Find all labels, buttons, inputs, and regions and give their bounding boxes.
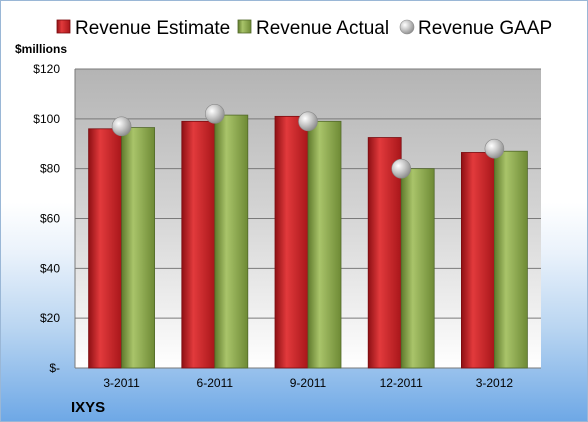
estimate-bar bbox=[88, 128, 122, 369]
bars bbox=[88, 114, 528, 369]
x-tick-label: 3-2012 bbox=[476, 376, 514, 390]
actual-bar bbox=[307, 120, 342, 369]
y-axis-labels: $- $20 $40 $60 $80 $100 $120 bbox=[33, 62, 60, 375]
y-tick-label: $100 bbox=[33, 112, 60, 126]
estimate-bar bbox=[274, 115, 309, 369]
gaap-marker bbox=[484, 138, 505, 159]
legend-label: Revenue Estimate bbox=[75, 18, 230, 39]
y-tick-label: $120 bbox=[33, 62, 60, 76]
legend-swatch bbox=[56, 19, 71, 34]
gaap-marker bbox=[111, 116, 132, 137]
x-axis-labels: 3-2011 6-2011 9-2011 12-2011 3-2012 bbox=[103, 376, 513, 390]
actual-bar bbox=[400, 168, 435, 369]
x-tick-label: 6-2011 bbox=[197, 376, 234, 390]
actual-bar bbox=[493, 150, 528, 369]
actual-bar bbox=[214, 114, 249, 369]
y-tick-label: $40 bbox=[40, 261, 60, 275]
company-name: IXYS bbox=[71, 399, 105, 416]
y-tick-label: $60 bbox=[40, 212, 60, 226]
y-tick-label: $80 bbox=[40, 162, 60, 176]
estimate-bar bbox=[460, 152, 495, 369]
actual-bar bbox=[121, 127, 155, 369]
gaap-marker bbox=[298, 111, 318, 132]
legend-swatch bbox=[399, 19, 415, 35]
x-tick-label: 12-2011 bbox=[380, 376, 423, 390]
legend-swatch bbox=[237, 19, 252, 34]
legend-label: Revenue Actual bbox=[256, 18, 389, 39]
y-tick-label: $20 bbox=[40, 311, 60, 325]
y-tick-label: $- bbox=[49, 361, 60, 375]
x-tick-label: 9-2011 bbox=[290, 376, 327, 390]
legend: Revenue Estimate Revenue Actual Revenue GA… bbox=[56, 18, 552, 39]
gaap-markers bbox=[111, 104, 505, 179]
estimate-bar bbox=[181, 120, 216, 369]
legend-label: Revenue GAAP bbox=[418, 18, 552, 39]
gaap-marker bbox=[205, 104, 225, 124]
x-tick-label: 3-2011 bbox=[103, 376, 140, 390]
y-unit-label: $millions bbox=[15, 42, 67, 56]
gaap-marker bbox=[391, 158, 412, 179]
